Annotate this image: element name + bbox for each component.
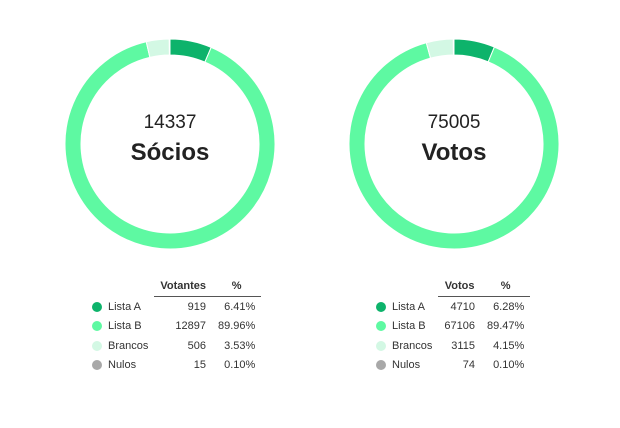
- legend-row: Brancos 3115 4.15%: [376, 336, 530, 356]
- legend-value: 15: [193, 359, 206, 372]
- column-header: Votos: [438, 278, 481, 297]
- chart-panel-votos: 75005 Votos Votos % Lista A 4710 6.28% Lista…: [304, 0, 604, 428]
- legend-percentage: 89.47%: [486, 320, 525, 333]
- legend-percentage: 3.53%: [224, 339, 256, 352]
- legend-swatch: [376, 360, 386, 371]
- column-header: %: [212, 278, 262, 297]
- donut-slice-brancos: [425, 38, 454, 59]
- legend-percentage: 6.28%: [493, 300, 525, 313]
- legend-percentage: 4.15%: [493, 339, 525, 352]
- legend-row: Brancos 506 3.53%: [92, 336, 261, 356]
- legend-value: 74: [462, 359, 475, 372]
- donut-slice-lista-b: [64, 41, 276, 250]
- donut-slice-nulos: [168, 38, 171, 56]
- legend-value: 67106: [444, 320, 475, 333]
- legend-swatch: [376, 340, 386, 351]
- legend-label: Nulos: [108, 359, 137, 372]
- legend-label: Nulos: [392, 359, 421, 372]
- legend-swatch: [92, 321, 102, 332]
- center-value: 14337: [144, 112, 197, 133]
- legend-value: 506: [187, 339, 206, 352]
- chart-panel-socios: 14337 Sócios Votantes % Lista A 919 6.41% Li…: [20, 0, 320, 428]
- legend-percentage: 89.96%: [218, 320, 256, 333]
- column-header: Votantes: [154, 278, 212, 297]
- legend-value: 12897: [175, 320, 206, 333]
- legend-label: Lista B: [392, 320, 426, 333]
- legend-label: Brancos: [108, 339, 149, 352]
- legend-value: 3115: [451, 339, 475, 352]
- legend-row: Lista B 67106 89.47%: [376, 317, 530, 337]
- donut-slice-lista-a: [453, 38, 496, 63]
- center-label: Sócios: [131, 139, 210, 166]
- legend-row: Lista A 919 6.41%: [92, 297, 261, 317]
- legend-swatch: [92, 340, 102, 351]
- legend-label: Lista A: [108, 300, 142, 313]
- legend-row: Lista A 4710 6.28%: [376, 297, 530, 317]
- legend-swatch: [92, 301, 102, 312]
- donut-slice-lista-a: [169, 38, 212, 63]
- legend-percentage: 0.10%: [493, 359, 525, 372]
- legend-swatch: [92, 360, 102, 371]
- legend-percentage: 0.10%: [224, 359, 256, 372]
- donut-slice-nulos: [452, 38, 455, 56]
- legend-table-votos: Votos % Lista A 4710 6.28% Lista B 67106 89.4…: [376, 278, 531, 376]
- legend-label: Lista A: [392, 300, 426, 313]
- legend-swatch: [376, 321, 386, 332]
- legend-percentage: 6.41%: [224, 300, 256, 313]
- legend-row: Lista B 12897 89.96%: [92, 317, 261, 337]
- column-header: %: [480, 278, 531, 297]
- center-value: 75005: [428, 112, 481, 133]
- donut-slice-brancos: [145, 38, 170, 58]
- legend-value: 4710: [450, 300, 475, 313]
- legend-row: Nulos 15 0.10%: [92, 356, 261, 376]
- legend-row: Nulos 74 0.10%: [376, 356, 530, 376]
- legend-label: Brancos: [392, 339, 433, 352]
- donut-chart-socios: 14337 Sócios: [64, 38, 276, 250]
- donut-slice-lista-b: [348, 42, 560, 250]
- legend-label: Lista B: [108, 320, 142, 333]
- center-label: Votos: [422, 139, 487, 166]
- legend-swatch: [376, 301, 386, 312]
- donut-chart-votos: 75005 Votos: [348, 38, 560, 250]
- legend-table-socios: Votantes % Lista A 919 6.41% Lista B 12897 89…: [92, 278, 262, 376]
- legend-value: 919: [187, 300, 206, 313]
